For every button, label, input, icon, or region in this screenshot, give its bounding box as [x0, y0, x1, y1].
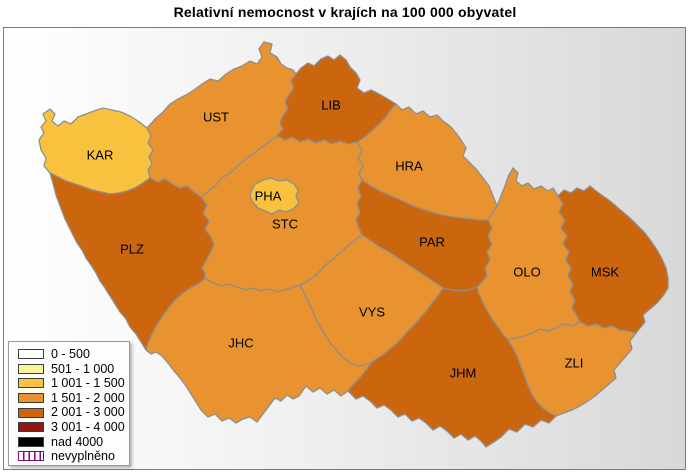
legend-label: nevyplněno [51, 449, 115, 464]
legend-item: 501 - 1 000 [18, 362, 129, 377]
legend-label: 2 001 - 3 000 [51, 405, 125, 420]
legend-swatch-2001-3000 [18, 407, 44, 418]
legend-swatch-0-500 [18, 349, 44, 360]
legend-item: nad 4000 [18, 435, 129, 450]
legend-swatch-3001-4000 [18, 422, 44, 433]
map-title: Relativní nemocnost v krajích na 100 000… [173, 4, 517, 20]
legend-swatch-501-1000 [18, 363, 44, 374]
legend-swatch-1001-1500 [18, 378, 44, 389]
region-jhc[interactable] [145, 277, 373, 424]
legend-item: 0 - 500 [18, 347, 129, 362]
region-zli[interactable] [507, 321, 637, 417]
legend-item: 3 001 - 4 000 [18, 420, 129, 435]
legend-item: 1 501 - 2 000 [18, 391, 129, 406]
legend-label: nad 4000 [51, 434, 104, 449]
legend-item: 1 001 - 1 500 [18, 376, 129, 391]
legend-swatch-nad-4000 [18, 436, 44, 447]
legend-swatch-nevyplneno [18, 451, 44, 462]
legend-label: 0 - 500 [51, 347, 90, 362]
legend-label: 501 - 1 000 [51, 361, 115, 376]
legend: 0 - 500 501 - 1 000 1 001 - 1 500 1 501 … [8, 341, 130, 466]
legend-item: 2 001 - 3 000 [18, 405, 129, 420]
legend-swatch-1501-2000 [18, 393, 44, 404]
region-pha[interactable] [249, 177, 300, 215]
legend-label: 3 001 - 4 000 [51, 420, 125, 435]
legend-item: nevyplněno [18, 449, 129, 464]
region-msk[interactable] [557, 185, 669, 334]
legend-label: 1 501 - 2 000 [51, 390, 125, 405]
region-jhm[interactable] [347, 286, 557, 448]
legend-label: 1 001 - 1 500 [51, 376, 125, 391]
map-panel [3, 27, 686, 470]
